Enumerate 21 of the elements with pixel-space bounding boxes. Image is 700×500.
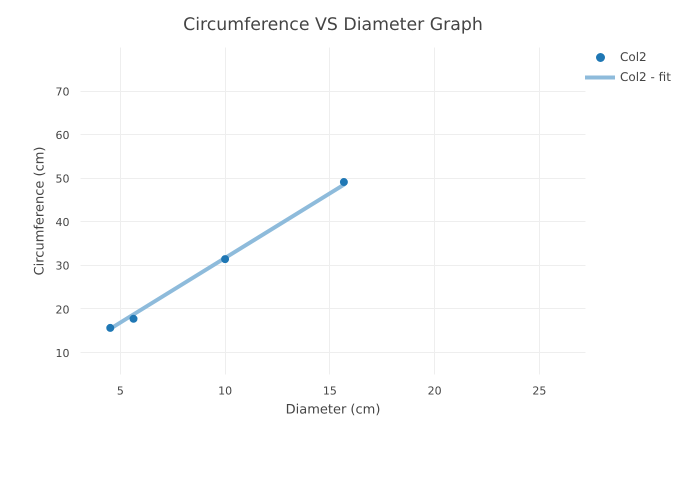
y-tick-label: 40 bbox=[56, 216, 70, 230]
x-tick-label: 10 bbox=[218, 384, 232, 398]
x-tick-label: 15 bbox=[322, 384, 337, 398]
x-axis-title: Diameter (cm) bbox=[286, 402, 380, 418]
x-tick-label: 5 bbox=[116, 384, 124, 398]
y-tick-label: 70 bbox=[56, 86, 70, 99]
x-tick-label: 20 bbox=[428, 384, 442, 398]
point bbox=[340, 178, 348, 186]
point bbox=[221, 255, 230, 264]
chart-title: Circumference VS Diameter Graph bbox=[183, 15, 483, 35]
y-tick-label: 30 bbox=[56, 260, 70, 273]
y-tick-label: 10 bbox=[56, 346, 70, 360]
point bbox=[130, 314, 138, 323]
y-tick-label: 60 bbox=[56, 129, 70, 142]
y-tick-label: 20 bbox=[56, 303, 70, 316]
legend-label: Col2 bbox=[620, 50, 648, 64]
y-axis-title: Circumference (cm) bbox=[32, 146, 48, 276]
point bbox=[106, 324, 114, 332]
x-tick-label: 25 bbox=[532, 384, 546, 398]
y-tick-label: 50 bbox=[56, 172, 70, 186]
legend-label: Col2 - fit bbox=[620, 70, 672, 84]
